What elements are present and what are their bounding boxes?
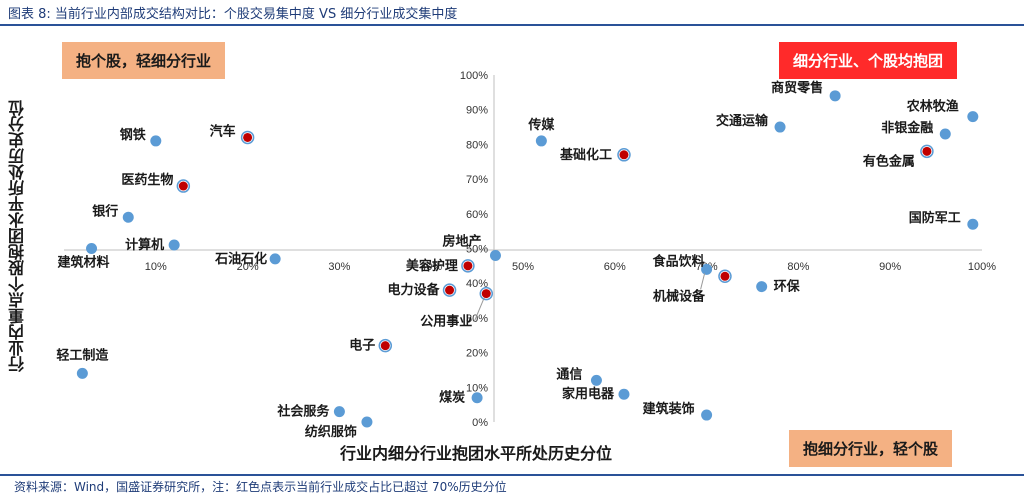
- data-point: [922, 146, 932, 156]
- data-label: 美容护理: [406, 258, 458, 274]
- data-label: 公用事业: [420, 314, 472, 330]
- data-point: [701, 409, 713, 421]
- data-label: 通信: [556, 366, 582, 382]
- data-label: 机械设备: [653, 288, 706, 304]
- y-tick-label: 50%: [466, 244, 488, 256]
- data-label: 环保: [774, 279, 801, 295]
- y-tick-label: 100%: [460, 70, 488, 82]
- y-tick-label: 10%: [466, 382, 488, 394]
- data-label: 纺织服饰: [305, 424, 357, 440]
- data-point: [967, 218, 979, 230]
- data-label: 传媒: [527, 117, 555, 133]
- data-label: 食品饮料: [653, 253, 705, 269]
- title-rule: [0, 24, 1024, 26]
- data-point: [76, 367, 88, 379]
- data-point: [590, 374, 602, 386]
- data-label: 农林牧渔: [906, 99, 959, 115]
- data-label: 煤炭: [439, 390, 465, 406]
- data-label: 建筑材料: [58, 255, 110, 271]
- data-point: [618, 388, 630, 400]
- data-label: 非银金融: [881, 120, 933, 136]
- data-point: [774, 121, 786, 133]
- x-tick-label: 20%: [237, 261, 259, 273]
- data-point: [150, 135, 162, 147]
- x-tick-label: 40%: [420, 261, 442, 273]
- y-tick-label: 60%: [466, 209, 488, 221]
- data-label: 银行: [92, 203, 118, 219]
- x-tick-label: 60%: [604, 261, 626, 273]
- chart-title: 图表 8: 当前行业内部成交结构对比：个股交易集中度 VS 细分行业成交集中度: [8, 7, 458, 22]
- x-tick-label: 50%: [512, 261, 534, 273]
- data-point: [445, 285, 455, 295]
- y-tick-label: 20%: [466, 348, 488, 360]
- data-label: 医药生物: [121, 172, 173, 188]
- leader-line: [700, 273, 706, 290]
- data-point: [829, 90, 841, 102]
- data-point: [269, 253, 281, 265]
- data-point: [967, 111, 979, 123]
- data-label: 电力设备: [388, 282, 441, 298]
- x-tick-label: 100%: [968, 261, 996, 273]
- data-label: 交通运输: [716, 113, 769, 129]
- data-point: [168, 239, 180, 251]
- data-point: [178, 181, 188, 191]
- data-label: 社会服务: [276, 404, 330, 420]
- y-tick-label: 0%: [472, 417, 488, 429]
- data-label: 基础化工: [559, 147, 612, 163]
- x-tick-label: 80%: [787, 261, 809, 273]
- y-tick-label: 40%: [466, 278, 488, 290]
- x-axis-label: 行业内细分行业抱团水平所处历史分位: [340, 444, 613, 463]
- data-point: [481, 289, 491, 299]
- footer-rule: [0, 474, 1024, 476]
- x-tick-label: 10%: [145, 261, 167, 273]
- leader-line: [473, 297, 485, 322]
- data-point: [720, 271, 730, 281]
- data-point: [122, 211, 134, 223]
- quadrant-label-top-right: 细分行业、个股均抱团: [779, 42, 958, 79]
- data-label: 电子: [349, 338, 375, 354]
- data-point: [463, 261, 473, 271]
- data-point: [535, 135, 547, 147]
- data-point: [756, 281, 768, 293]
- data-point: [86, 243, 98, 254]
- quadrant-label-top-left: 抱个股，轻细分行业: [62, 42, 226, 79]
- data-label: 商贸零售: [771, 80, 823, 96]
- data-label: 钢铁: [120, 127, 146, 143]
- data-point: [333, 406, 345, 418]
- data-point: [489, 249, 501, 261]
- data-label: 国防军工: [909, 210, 961, 226]
- data-point: [243, 132, 253, 142]
- data-label: 家用电器: [562, 386, 615, 402]
- data-label: 石油石化: [214, 251, 267, 267]
- y-tick-label: 90%: [466, 105, 488, 117]
- data-label: 计算机: [125, 237, 164, 253]
- data-label: 房地产: [442, 233, 481, 249]
- data-point: [619, 150, 629, 160]
- data-label: 有色金属: [863, 153, 915, 169]
- data-label: 轻工制造: [56, 347, 109, 363]
- x-tick-label: 30%: [328, 261, 350, 273]
- data-point: [701, 263, 713, 275]
- data-label: 建筑装饰: [643, 401, 695, 417]
- data-point: [361, 416, 373, 428]
- y-tick-label: 30%: [466, 313, 488, 325]
- data-point: [380, 341, 390, 351]
- data-label: 汽车: [210, 123, 236, 139]
- y-tick-label: 70%: [466, 174, 488, 186]
- y-tick-label: 80%: [466, 139, 488, 151]
- source-note: 资料来源：Wind，国盛证券研究所，注：红色点表示当前行业成交占比已超过 70%…: [14, 480, 507, 494]
- data-point: [471, 392, 483, 404]
- data-point: [939, 128, 951, 140]
- x-tick-label: 90%: [879, 261, 901, 273]
- quadrant-label-bottom-right: 抱细分行业，轻个股: [789, 430, 953, 467]
